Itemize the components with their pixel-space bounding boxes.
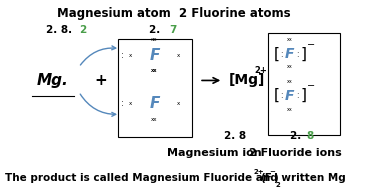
Text: ]: ] — [300, 88, 307, 103]
Text: xx: xx — [151, 68, 158, 73]
Text: 2 Fluoride ions: 2 Fluoride ions — [249, 148, 342, 158]
Text: [Mg]: [Mg] — [228, 74, 265, 87]
FancyArrowPatch shape — [81, 46, 116, 65]
Text: Magnesium ion: Magnesium ion — [167, 148, 262, 158]
Text: 8: 8 — [307, 131, 314, 141]
Bar — [268, 33, 340, 135]
Text: 2+: 2+ — [254, 66, 267, 75]
Bar — [118, 39, 192, 137]
Text: Magnesium atom  2 Fluorine atoms: Magnesium atom 2 Fluorine atoms — [56, 7, 290, 20]
Text: 2: 2 — [276, 182, 280, 188]
Text: xx: xx — [287, 79, 293, 84]
Text: [: [ — [273, 47, 280, 62]
Text: 7: 7 — [169, 25, 176, 35]
Text: −: − — [307, 81, 315, 91]
Text: xx: xx — [151, 68, 158, 73]
Text: Mg.: Mg. — [37, 73, 69, 88]
Text: 2. 8: 2. 8 — [224, 131, 246, 141]
Text: F: F — [149, 48, 159, 62]
Text: 2.: 2. — [149, 25, 164, 35]
Text: x: x — [129, 100, 132, 106]
Text: ]: ] — [300, 47, 307, 62]
Text: 2.: 2. — [290, 131, 305, 141]
Text: :: : — [280, 91, 283, 100]
Text: xx: xx — [287, 37, 293, 42]
Text: The product is called Magnesium Fluoride and written Mg: The product is called Magnesium Fluoride… — [5, 173, 345, 183]
Text: xx: xx — [287, 64, 293, 69]
Text: F: F — [149, 96, 159, 111]
Text: +: + — [95, 73, 107, 88]
Text: −: − — [269, 169, 275, 175]
Text: F: F — [285, 47, 294, 61]
Text: xx: xx — [287, 107, 293, 112]
Text: :: : — [296, 91, 299, 100]
Text: :: : — [296, 50, 299, 59]
Text: x: x — [129, 53, 132, 57]
Text: x: x — [177, 100, 180, 106]
Text: ): ) — [273, 173, 277, 183]
Text: 2. 8.: 2. 8. — [46, 25, 76, 35]
Text: xx: xx — [151, 117, 158, 122]
FancyArrowPatch shape — [80, 94, 116, 116]
Text: :: : — [121, 51, 124, 60]
Text: :: : — [280, 50, 283, 59]
Text: F: F — [285, 88, 294, 103]
Text: :: : — [121, 99, 124, 108]
Text: (F: (F — [260, 173, 272, 183]
Text: 2: 2 — [79, 25, 86, 35]
Text: 2+: 2+ — [254, 169, 265, 175]
Text: x: x — [177, 53, 180, 57]
Text: −: − — [307, 40, 315, 50]
Text: xx: xx — [151, 36, 158, 41]
Text: [: [ — [273, 88, 280, 103]
